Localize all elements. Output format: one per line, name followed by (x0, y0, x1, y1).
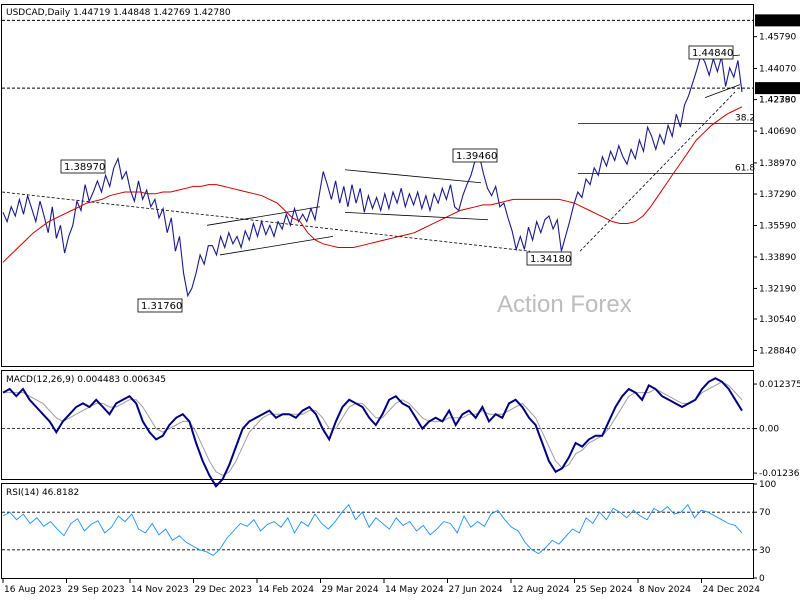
macd-panel-frame (1, 370, 754, 480)
price-tick-label: 1.35590 (759, 221, 796, 231)
fib-level-label: 38.2 (735, 113, 755, 123)
x-tick-label: 25 Sep 2024 (576, 585, 633, 595)
watermark: Action Forex (497, 291, 632, 318)
x-tick-label: 29 Dec 2023 (195, 585, 253, 595)
macd-tick-label: -0.012367 (759, 469, 800, 479)
rising-channel-top (206, 206, 321, 226)
fib-level-label: 61.8 (735, 163, 755, 173)
macd-layer (2, 377, 753, 488)
rsi-tick-label: 100 (759, 480, 776, 490)
x-tick-label: 14 May 2024 (385, 585, 444, 595)
target-price-tag: 1.46670 (759, 16, 796, 26)
price-tick-label: 1.28840 (759, 346, 796, 356)
sma-series-line (2, 106, 743, 263)
x-tick-label: 29 Sep 2023 (68, 585, 125, 595)
price-tick-label: 1.33890 (759, 253, 796, 263)
price-annotation-label: 1.34180 (530, 254, 571, 265)
price-annotation-label: 1.39460 (456, 151, 497, 162)
rising-dashed-trendline (579, 91, 736, 252)
price-annotation-box (60, 159, 106, 174)
price-tick-label: 1.40690 (759, 127, 796, 137)
price-series-line (2, 53, 743, 298)
x-tick-label: 24 Dec 2024 (703, 585, 761, 595)
current-price-tag: 1.42780 (759, 95, 796, 105)
x-tick-label: 16 Aug 2023 (4, 585, 62, 595)
price-tick-label: 1.32190 (759, 284, 796, 294)
price-tick-label: 1.38970 (759, 159, 796, 169)
x-tick-label: 8 Nov 2024 (639, 585, 691, 595)
rsi-panel-frame (1, 483, 754, 579)
x-tick-label: 14 Nov 2023 (131, 585, 189, 595)
x-tick-label: 27 Jun 2024 (449, 585, 503, 595)
macd-tick-label: 0.00 (759, 425, 779, 435)
target-price-tag-bg (755, 14, 800, 27)
macd-title: MACD(12,26,9) 0.004483 0.006345 (6, 375, 166, 385)
price-layer: 38.2 61.8 1.38970 1.31760 1.39460 1.34180 1.44… (1, 19, 755, 313)
rsi-title: RSI(14) 46.8182 (6, 488, 79, 498)
price-annotation-box (526, 251, 572, 266)
price-annotation-label: 1.44840 (692, 48, 733, 59)
falling-channel-bottom (344, 211, 489, 221)
price-tick-label: 1.30540 (759, 315, 796, 325)
axis-layer: 1.45790 1.44070 1.42390 1.40690 1.38970 1.372… (2, 14, 800, 595)
rsi-tick-label: 70 (759, 508, 771, 518)
price-annotation-box (688, 45, 734, 60)
price-annotation-label: 1.31760 (141, 301, 182, 312)
resistance-price-tag-bg (755, 82, 800, 95)
price-tick-label: 1.45790 (759, 33, 796, 43)
x-tick-label: 14 Feb 2024 (258, 585, 314, 595)
price-title: USDCAD,Daily 1.44719 1.44848 1.42769 1.4… (6, 8, 231, 18)
rsi-tick-label: 0 (759, 574, 765, 584)
signal-series-line (3, 381, 743, 476)
price-annotation-label: 1.38970 (64, 162, 105, 173)
x-tick-label: 29 Mar 2024 (322, 585, 379, 595)
x-tick-label: 12 Aug 2024 (512, 585, 570, 595)
price-annotation-box (137, 298, 183, 313)
price-tick-label: 1.44070 (759, 64, 796, 74)
falling-channel-top (344, 169, 482, 184)
price-tick-label: 1.42390 (759, 96, 796, 106)
macd-series-line (2, 377, 743, 488)
price-annotation-box (452, 148, 498, 163)
price-panel-frame (1, 4, 754, 367)
rising-channel-bottom (219, 236, 334, 256)
wedge-bottom (704, 84, 741, 98)
rsi-layer (2, 503, 753, 556)
price-tick-label: 1.37290 (759, 190, 796, 200)
rsi-series-line (2, 503, 743, 556)
resistance-price-tag: 1.43010 (759, 84, 796, 94)
macd-tick-label: 0.012375 (759, 380, 800, 390)
long-dashed-trendline (1, 191, 531, 252)
rsi-tick-label: 30 (759, 546, 771, 556)
